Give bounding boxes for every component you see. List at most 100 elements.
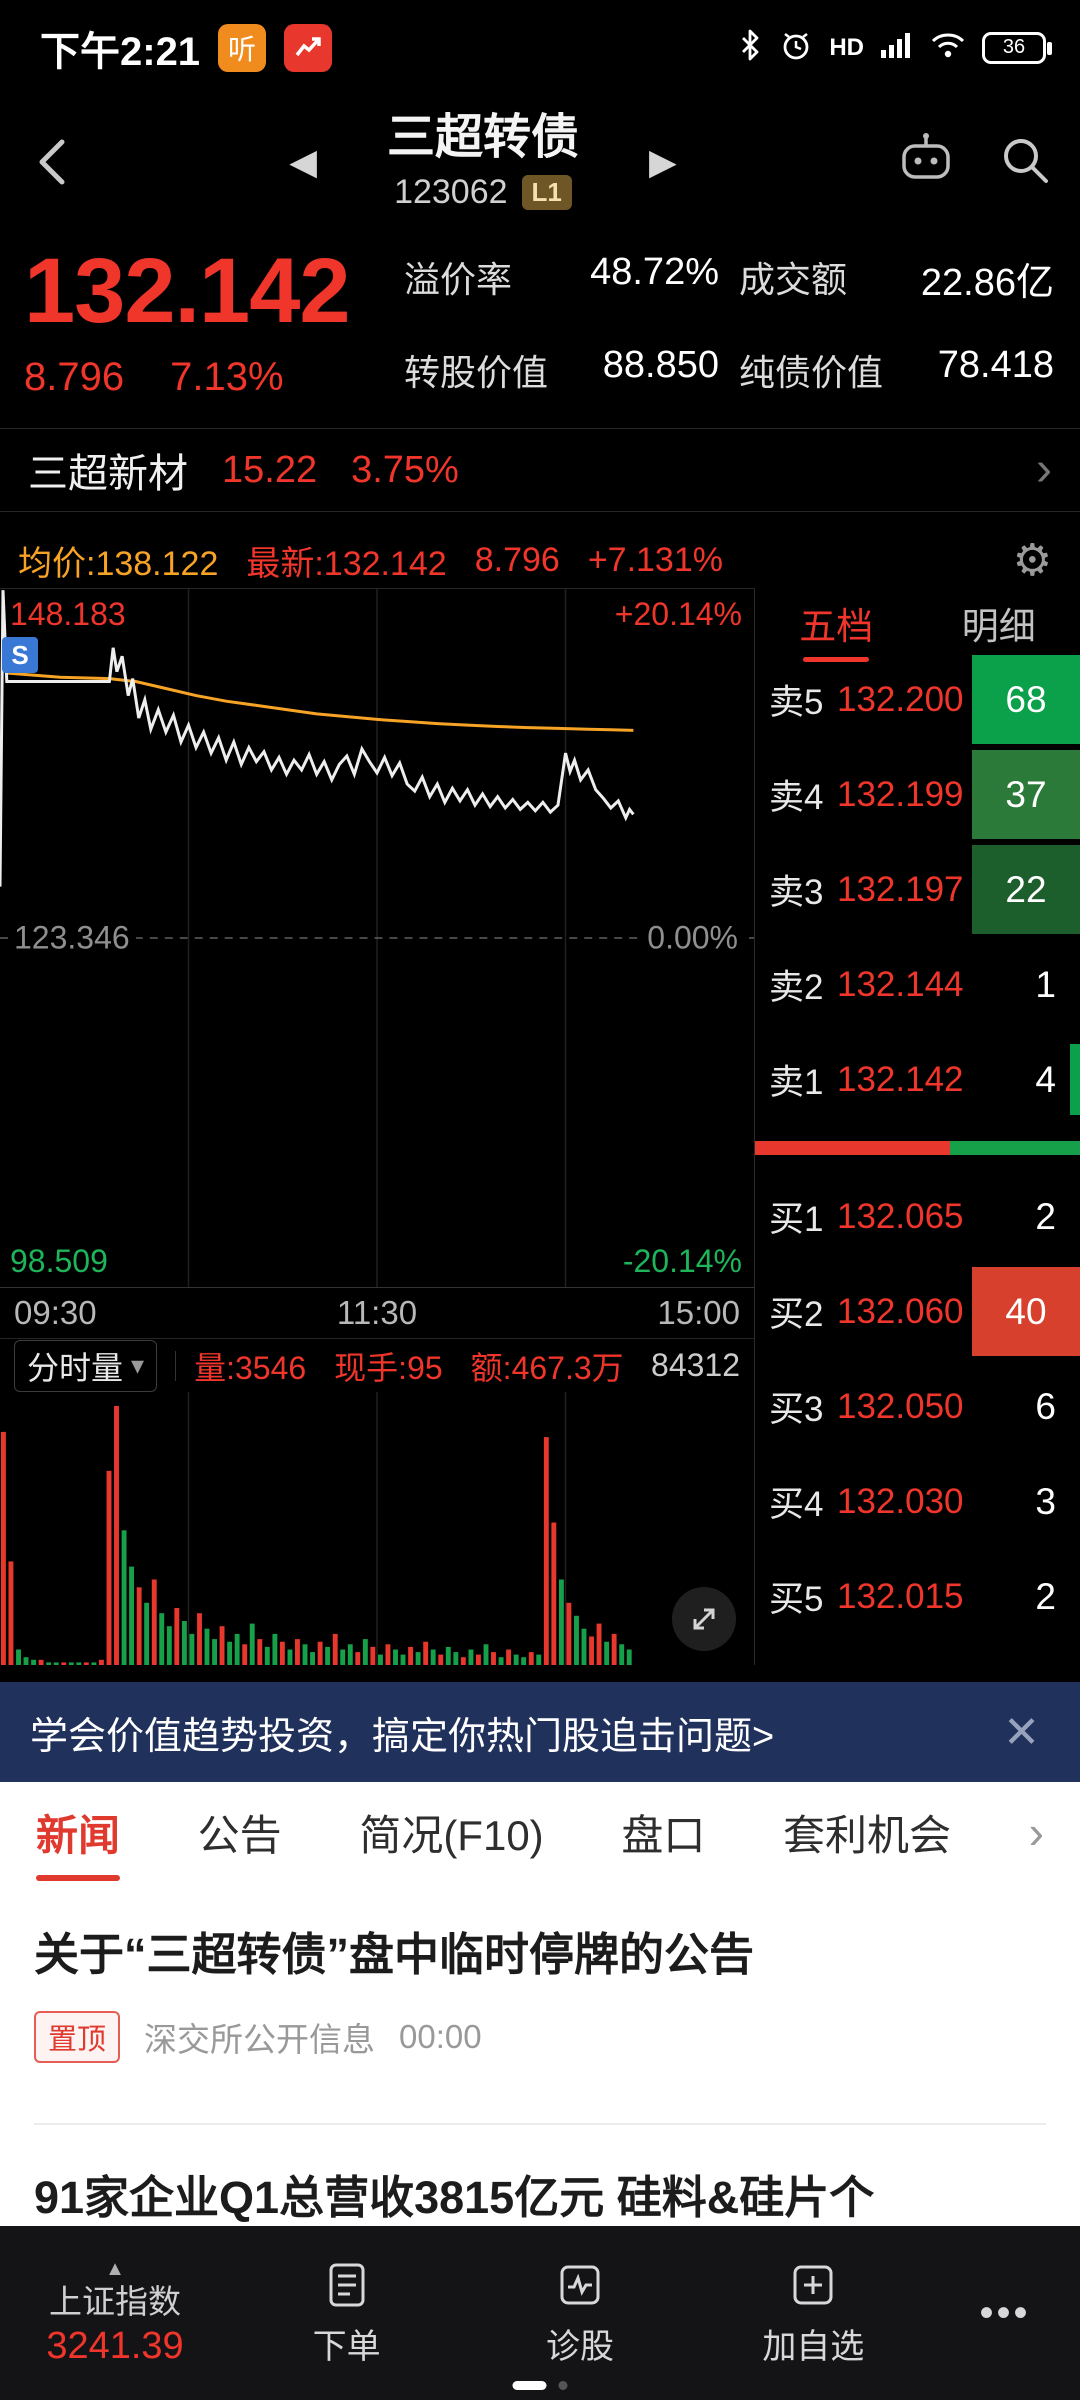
volume-header: 分时量 ▾ 量:3546 现手:95 额:467.3万 84312 [0,1338,754,1392]
nav-index-shanghai[interactable]: ▲ 上证指数 3241.39 [0,2258,230,2369]
bid-price: 132.050 [837,1386,964,1426]
news-article[interactable]: 关于“三超转债”盘中临时停牌的公告 置顶 深交所公开信息 00:00 [0,1926,1080,2125]
assistant-robot-button[interactable] [894,131,958,194]
page-indicator [512,2381,568,2390]
article-title: 关于“三超转债”盘中临时停牌的公告 [34,1929,755,1980]
nav-more-button[interactable]: ••• [979,2290,1031,2335]
ask-level-label: 卖2 [769,968,824,1007]
tab-detail[interactable]: 明细 [961,606,1036,647]
intraday-chart[interactable]: 148.183 +20.14% 123.346 0.00% 98.509 -20… [0,588,754,1288]
article-title: 91家企业Q1总营收3815亿元 硅料&硅片个 [34,2171,875,2223]
tab-news[interactable]: 新闻 [36,1802,120,1863]
ask-row-3[interactable]: 卖3 132.197 22 [755,842,1080,937]
nav-add-watchlist[interactable]: 加自选 [697,2259,930,2368]
order-form-icon [329,2263,365,2306]
fullscreen-chart-button[interactable] [672,1587,736,1651]
bid-level-label: 买5 [769,1580,824,1619]
underlying-price: 15.22 [222,448,318,491]
gear-icon[interactable]: ⚙ [1012,535,1052,585]
back-chevron-icon [39,139,65,185]
ask-row-2[interactable]: 卖2 132.144 1 [755,937,1080,1032]
tab-profile-f10[interactable]: 简况(F10) [359,1811,544,1859]
pinned-badge: 置顶 [34,2010,121,2063]
price-change: 8.796 [24,354,125,399]
ratio-bar [755,1141,1080,1155]
bid-row-2[interactable]: 买2 132.060 40 [755,1264,1080,1359]
ask-qty: 37 [972,750,1080,839]
underlying-stock-row[interactable]: 三超新材 15.22 3.75% › [0,428,1080,512]
order-book-tabs: 五档 明细 [755,588,1080,652]
bid-price: 132.030 [837,1481,964,1521]
status-right: HD 36 [737,28,1052,67]
y-high-pct: +20.14% [614,596,742,632]
x-tick-close: 15:00 [657,1294,740,1331]
prev-stock-button[interactable]: ◀ [289,140,317,182]
ask-price: 132.142 [837,1059,964,1099]
ask-ratio-segment [755,1141,950,1155]
bid-price: 132.065 [837,1196,964,1236]
nav-place-order[interactable]: 下单 [230,2259,463,2368]
chart-change: 8.796 [474,540,560,579]
stat-label: 纯债价值 [739,352,884,393]
last-price: 132.142 [24,240,351,342]
main-area: 148.183 +20.14% 123.346 0.00% 98.509 -20… [0,588,1080,1665]
ask-qty: 4 [1035,1058,1056,1100]
tab-announcements[interactable]: 公告 [197,1811,282,1859]
ask-level-label: 卖5 [769,683,824,722]
bid-row-3[interactable]: 买3 132.050 6 [755,1359,1080,1454]
bid-qty: 3 [1035,1480,1056,1522]
avg-price-label: 均价:138.122 [18,544,219,583]
divider [175,1350,177,1381]
search-button[interactable] [996,131,1054,194]
bid-row-1[interactable]: 买1 132.065 2 [755,1169,1080,1264]
promo-banner[interactable]: 学会价值趋势投资，搞定你热门股追击问题> ✕ [0,1682,1080,1782]
float-listen-badge[interactable]: 听 [218,23,267,72]
tabs-more-chevron-icon[interactable]: › [1028,1806,1044,1858]
tab-order-flow[interactable]: 盘口 [621,1811,706,1859]
zigzag-chart-icon [295,36,321,56]
bid-qty: 2 [1035,1575,1056,1617]
stat-label: 溢价率 [404,259,513,300]
page-dot-active [512,2381,547,2390]
volume-chart[interactable] [0,1392,754,1665]
article-source: 深交所公开信息 [144,2020,376,2058]
tab-five-levels[interactable]: 五档 [799,596,873,650]
alarm-icon [779,28,813,67]
battery-icon: 36 [982,31,1052,64]
stat-value: 88.850 [602,344,719,386]
change-row: 8.796 7.13% [24,355,404,400]
tab-arbitrage[interactable]: 套利机会 [782,1811,951,1859]
volume-chart-svg [0,1392,632,1665]
chart-change-pct: +7.131% [587,540,723,579]
news-article[interactable]: 91家企业Q1总营收3815亿元 硅料&硅片个 [0,2169,1080,2228]
y-low-pct: -20.14% [622,1242,742,1279]
header-actions [880,131,1054,194]
article-time: 00:00 [399,2017,482,2055]
ask-row-5[interactable]: 卖5 132.200 68 [755,652,1080,747]
ask-level-label: 卖3 [769,873,824,912]
x-tick-open: 09:30 [14,1294,97,1331]
ask-row-1[interactable]: 卖1 132.142 4 [755,1032,1080,1127]
next-stock-button[interactable]: ▶ [649,140,677,182]
ask-level-label: 卖1 [769,1063,824,1102]
nav-diagnose-stock[interactable]: 诊股 [463,2259,696,2368]
diagnose-icon [560,2265,600,2304]
add-plus-icon [793,2265,833,2304]
robot-icon [902,132,950,179]
ask-qty: 1 [1035,963,1056,1005]
bottom-nav: ▲ 上证指数 3241.39 下单 诊股 加自选 ••• [0,2226,1080,2400]
y-low-label: 98.509 [10,1242,108,1279]
bid-qty: 40 [972,1267,1080,1356]
bid-row-4[interactable]: 买4 132.030 3 [755,1454,1080,1549]
time-axis: 09:30 11:30 15:00 [0,1288,754,1338]
bid-row-5[interactable]: 买5 132.015 2 [755,1549,1080,1644]
underlying-name: 三超新材 [28,452,188,496]
back-button[interactable] [26,130,86,194]
volume-type-selector[interactable]: 分时量 ▾ [14,1339,158,1392]
ask-row-4[interactable]: 卖4 132.199 37 [755,747,1080,842]
stat-value: 78.418 [937,344,1054,386]
close-icon[interactable]: ✕ [1003,1707,1040,1757]
stock-float-icon[interactable] [284,23,333,72]
news-tabs: 新闻 公告 简况(F10) 盘口 套利机会 › [0,1782,1080,1882]
order-book-panel: 五档 明细 卖5 132.200 68 卖4 132.199 37 卖3 132… [755,588,1080,1665]
